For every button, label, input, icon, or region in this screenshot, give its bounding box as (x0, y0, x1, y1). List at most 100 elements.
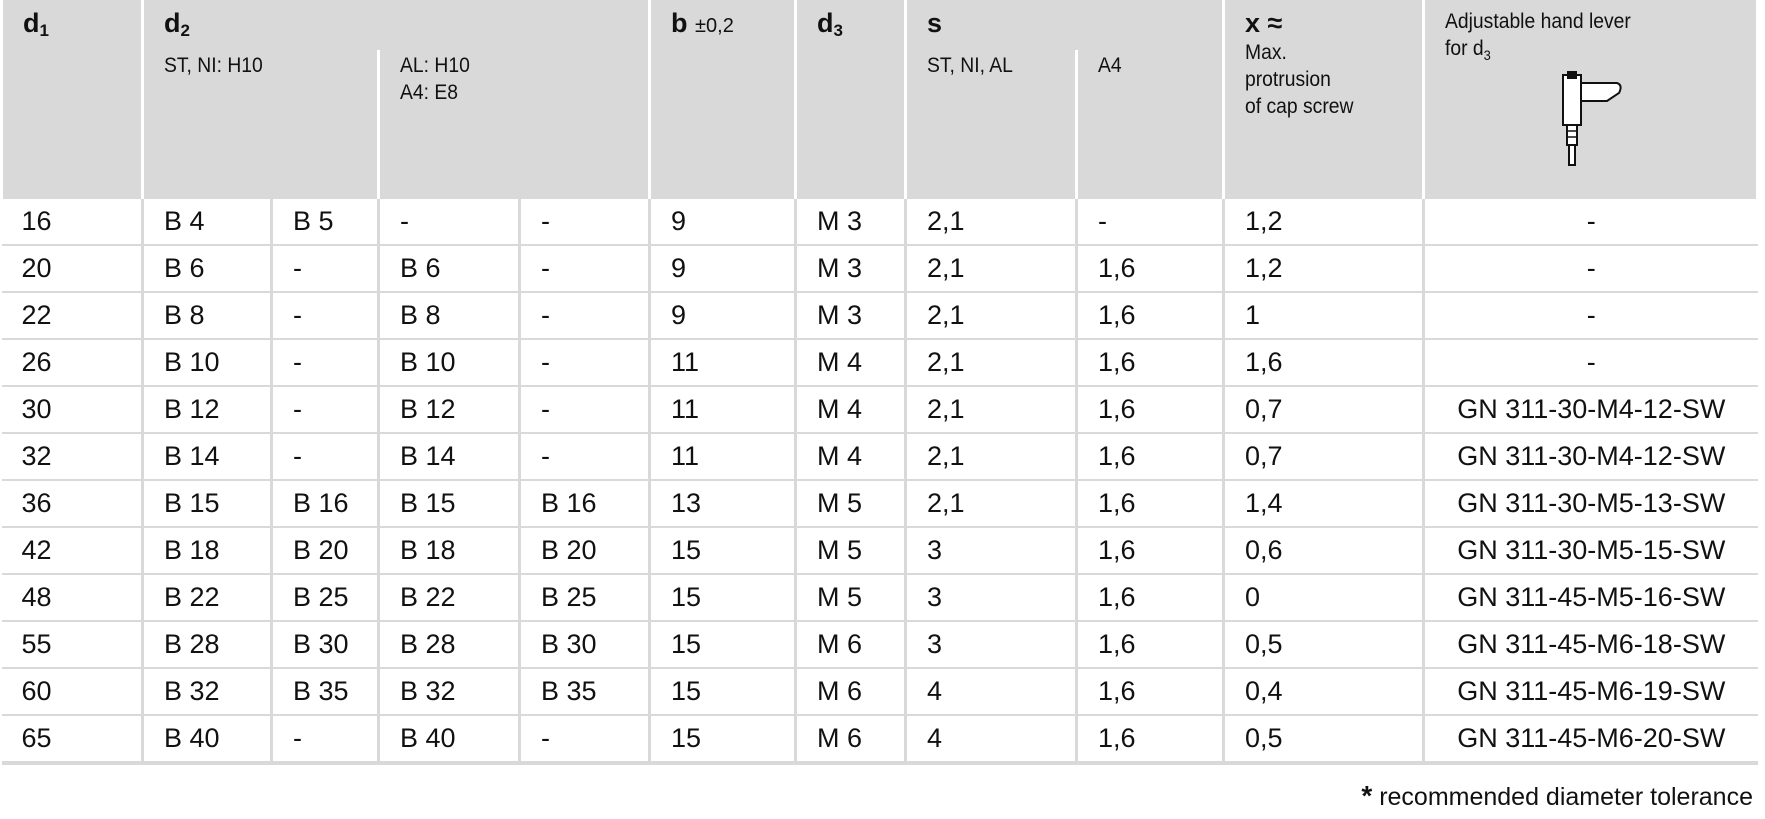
table-cell: B 6 (377, 244, 520, 292)
table-cell: B 8 (141, 291, 272, 339)
table-cell: - (270, 432, 379, 480)
table-cell: B 35 (517, 667, 650, 715)
table-cell: 0,4 (1222, 667, 1424, 715)
table-cell: 3 (904, 526, 1077, 574)
table-cell: - (1075, 197, 1224, 245)
table-cell: M 4 (794, 338, 906, 386)
header-label: s (927, 8, 943, 38)
header-line: A4: E8 (400, 81, 459, 104)
table-cell: 4 (904, 714, 1077, 765)
table-cell: B 8 (377, 291, 520, 339)
table-cell: B 25 (270, 573, 379, 621)
table-cell: 65 (1, 714, 143, 765)
table-cell: M 3 (794, 291, 906, 339)
table-cell: M 3 (794, 197, 906, 245)
table-cell: - (517, 385, 650, 433)
table-cell: - (270, 244, 379, 292)
table-row: 48 B 22 B 25 B 22 B 25 15 M 5 3 1,6 0 GN 311-45-M5… (1, 573, 1758, 621)
table-cell: - (270, 291, 379, 339)
table-cell: B 6 (141, 244, 272, 292)
table-cell: B 32 (141, 667, 272, 715)
table-cell: 3 (904, 620, 1077, 668)
table-cell: 48 (1, 573, 143, 621)
table-cell: B 5 (270, 197, 379, 245)
table-cell: 1,6 (1075, 714, 1224, 765)
table-cell: 15 (648, 667, 796, 715)
header-s-group: ST, NI, AL (904, 50, 1079, 198)
table-cell: 15 (648, 573, 796, 621)
table-cell: 1 (1222, 291, 1424, 339)
table-row: 30 B 12- B 12-11 M 4 2,1 1,6 0,7 GN 311-30-M4-1… (1, 385, 1758, 433)
table-cell: 16 (1, 197, 143, 245)
table-cell: 3 (904, 573, 1077, 621)
header-lever: Adjustable hand lever for d3 (1422, 0, 1760, 198)
table-cell: B 4 (141, 197, 272, 245)
table-cell: GN 311-45-M6-20-SW (1422, 714, 1758, 765)
table-cell: GN 311-45-M5-16-SW (1422, 573, 1758, 621)
table-cell: 0,7 (1222, 432, 1424, 480)
table-cell: B 30 (270, 620, 379, 668)
table-cell: 9 (648, 197, 796, 245)
table-cell: 0,5 (1222, 620, 1424, 668)
table-cell: B 28 (377, 620, 520, 668)
header-line: A4 (1098, 54, 1122, 77)
table-row: 36 B 15 B 16 B 15 B 16 13 M 5 2,1 1,6 1,4 GN 311-3… (1, 479, 1758, 527)
header-label: x ≈ (1245, 8, 1283, 38)
table-cell: - (1422, 197, 1758, 245)
table-cell: 1,6 (1075, 667, 1224, 715)
table-cell: 1,6 (1075, 338, 1224, 386)
header-line: ST, NI: H10 (164, 54, 263, 77)
table-cell: - (517, 291, 650, 339)
table-cell: 9 (648, 291, 796, 339)
table-cell: 0,5 (1222, 714, 1424, 765)
header-sub: 2 (180, 21, 190, 40)
table-cell: 1,6 (1075, 479, 1224, 527)
table-cell: 1,6 (1075, 432, 1224, 480)
table-cell: B 18 (377, 526, 520, 574)
header-note: ±0,2 (695, 15, 734, 37)
table-cell: 32 (1, 432, 143, 480)
header-d2-group: AL: H10 A4: E8 (376, 50, 652, 198)
table-row: 55 B 28 B 30 B 28 B 30 15 M 6 3 1,6 0,5 GN 311-45-… (1, 620, 1758, 668)
table-cell: B 20 (517, 526, 650, 574)
table-cell: B 16 (270, 479, 379, 527)
header-b: b ±0,2 (648, 0, 798, 198)
table-cell: 1,6 (1075, 526, 1224, 574)
table-cell: - (517, 432, 650, 480)
table-cell: B 10 (141, 338, 272, 386)
table-row: 65 B 40- B 40-15 M 6 4 1,6 0,5 GN 311-45-M6-20-… (1, 714, 1758, 765)
table-cell: M 3 (794, 244, 906, 292)
header-label: d (164, 8, 181, 38)
header-label: d (817, 8, 834, 38)
table-cell: 1,2 (1222, 197, 1424, 245)
table-cell: 0,6 (1222, 526, 1424, 574)
table-cell: M 5 (794, 526, 906, 574)
table-cell: GN 311-30-M5-15-SW (1422, 526, 1758, 574)
table-cell: 60 (1, 667, 143, 715)
table-cell: 0,7 (1222, 385, 1424, 433)
table-row: 42 B 18 B 20 B 18 B 20 15 M 5 3 1,6 0,6 GN 311-30-… (1, 526, 1758, 574)
header-s: s (904, 0, 1226, 50)
table-row: 60 B 32 B 35 B 32 B 35 15 M 6 4 1,6 0,4 GN 311-45-… (1, 667, 1758, 715)
table-cell: GN 311-30-M5-13-SW (1422, 479, 1758, 527)
header-sub: 1 (39, 21, 49, 40)
table-cell: 9 (648, 244, 796, 292)
table-cell: 15 (648, 620, 796, 668)
table-cell: B 25 (517, 573, 650, 621)
table-cell: M 5 (794, 573, 906, 621)
table-cell: B 28 (141, 620, 272, 668)
table-cell: 13 (648, 479, 796, 527)
footnote-mark: * (1361, 780, 1373, 811)
table-cell: 1,4 (1222, 479, 1424, 527)
table-cell: 2,1 (904, 479, 1077, 527)
table-cell: 1,6 (1222, 338, 1424, 386)
table-cell: 30 (1, 385, 143, 433)
header-sub: 3 (1483, 47, 1491, 64)
table-cell: 1,2 (1222, 244, 1424, 292)
table-cell: - (270, 714, 379, 765)
table-cell: - (1422, 338, 1758, 386)
header-d1: d1 (0, 0, 144, 198)
